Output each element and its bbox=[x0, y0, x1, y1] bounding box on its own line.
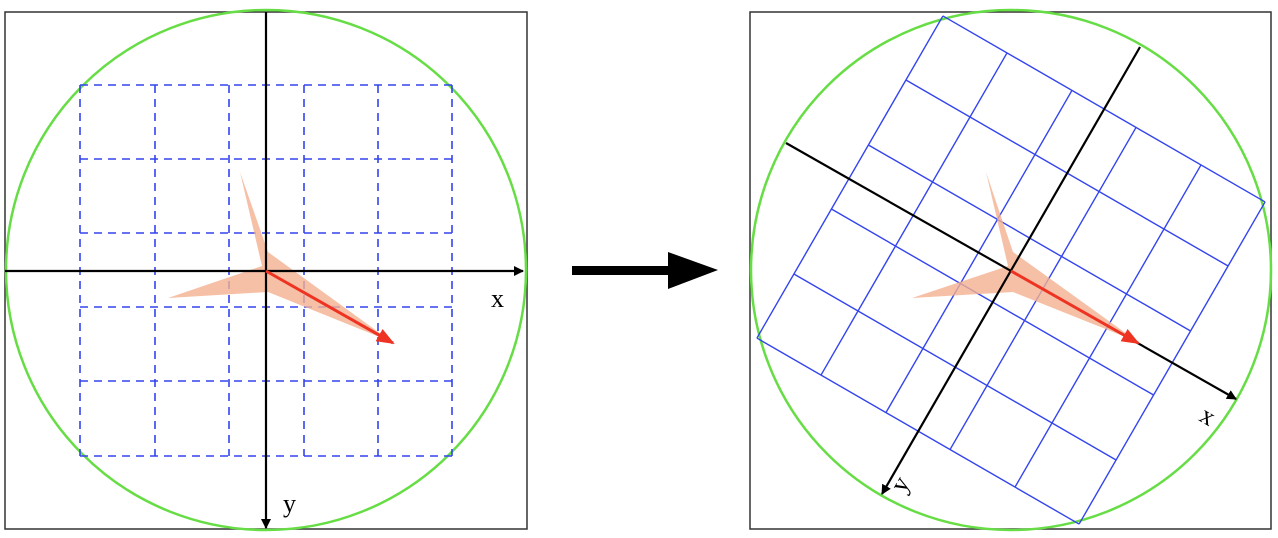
left-direction-arrow bbox=[265, 269, 395, 345]
right-panel: x y bbox=[749, 8, 1273, 532]
left-y-label: y bbox=[283, 489, 296, 518]
transform-arrow bbox=[572, 252, 718, 289]
left-x-label: x bbox=[491, 284, 504, 313]
left-orientation-shape bbox=[168, 172, 392, 342]
left-panel: x y bbox=[4, 8, 528, 532]
right-direction-arrow bbox=[1010, 269, 1140, 345]
right-y-axis bbox=[881, 46, 1141, 495]
right-y-label: y bbox=[884, 471, 916, 497]
right-orientation-shape bbox=[912, 172, 1138, 342]
right-circle bbox=[749, 8, 1273, 532]
